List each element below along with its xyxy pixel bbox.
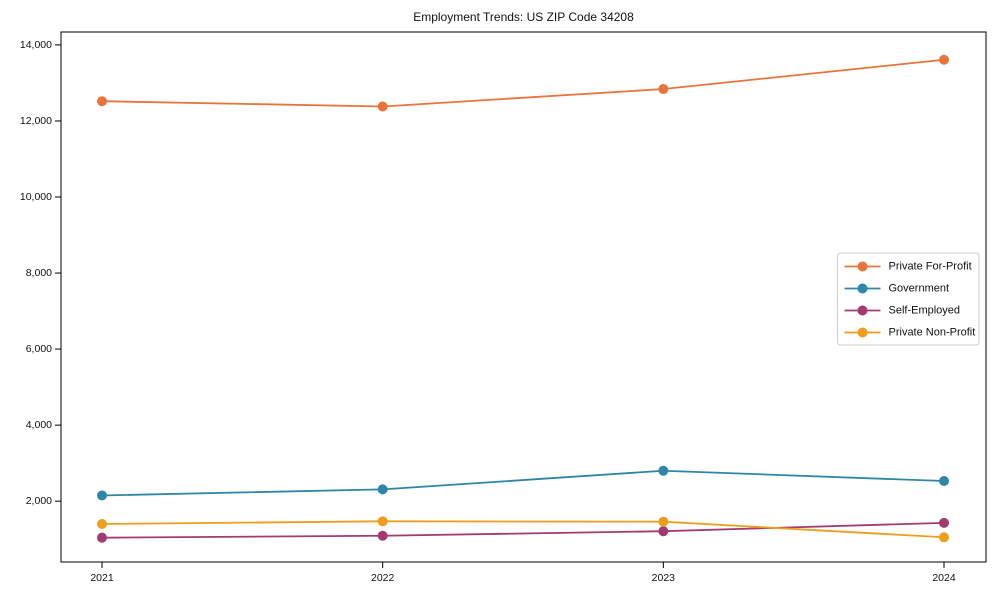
data-point	[939, 517, 949, 528]
data-point	[377, 516, 388, 527]
legend-item-private-for-profit: Private For-Profit	[844, 261, 972, 273]
x-axis: 2021 2022 2023 2024	[90, 562, 956, 584]
x-tick-label: 2021	[90, 572, 114, 584]
data-point	[377, 484, 388, 495]
series-private-for-profit	[97, 54, 949, 112]
y-tick-label: 14,000	[20, 39, 52, 51]
plot-border	[60, 31, 987, 563]
series-line	[101, 58, 945, 108]
series-private-non-profit	[97, 516, 949, 543]
legend-label: Private Non-Profit	[889, 327, 976, 339]
data-point	[377, 101, 388, 112]
x-tick-label: 2023	[652, 572, 676, 584]
data-point	[658, 526, 669, 537]
series-government	[97, 465, 949, 501]
data-point	[97, 518, 107, 529]
data-point	[377, 530, 388, 541]
series-line	[101, 469, 945, 497]
y-tick-label: 12,000	[20, 115, 52, 127]
y-tick-label: 2,000	[26, 495, 52, 507]
legend-item-private-non-profit: Private Non-Profit	[844, 327, 976, 339]
y-tick-label: 6,000	[26, 343, 52, 355]
y-tick-label: 4,000	[26, 419, 52, 431]
legend-box	[837, 252, 980, 346]
data-point	[97, 96, 107, 107]
legend-marker-dot	[857, 283, 868, 294]
legend-item-government: Government	[844, 283, 950, 295]
data-point	[97, 532, 107, 543]
legend-marker-dot	[857, 261, 868, 272]
data-point	[939, 476, 949, 487]
y-tick-label: 8,000	[26, 267, 52, 279]
legend-marker-dot	[857, 327, 868, 338]
data-point	[658, 516, 669, 527]
data-point	[939, 54, 949, 65]
x-tick-label: 2024	[932, 572, 956, 584]
series-self-employed	[97, 517, 949, 543]
legend-item-self-employed: Self-Employed	[844, 305, 961, 317]
legend: Private For-Profit Government Self-Employe…	[837, 252, 980, 346]
x-tick-label: 2022	[371, 572, 395, 584]
series-line	[101, 520, 945, 539]
legend-marker-dot	[857, 305, 868, 316]
legend-label: Private For-Profit	[889, 261, 972, 273]
series-line	[101, 521, 945, 539]
y-axis: 2,000 4,000 6,000 8,000 10,000 12,000 14,000	[20, 39, 61, 507]
y-tick-label: 10,000	[20, 191, 52, 203]
data-point	[658, 465, 669, 476]
legend-label: Government	[889, 283, 950, 295]
data-point	[658, 84, 669, 95]
legend-label: Self-Employed	[889, 305, 961, 317]
data-point	[97, 490, 107, 501]
chart-title: Employment Trends: US ZIP Code 34208	[413, 10, 634, 24]
data-point	[939, 532, 949, 543]
